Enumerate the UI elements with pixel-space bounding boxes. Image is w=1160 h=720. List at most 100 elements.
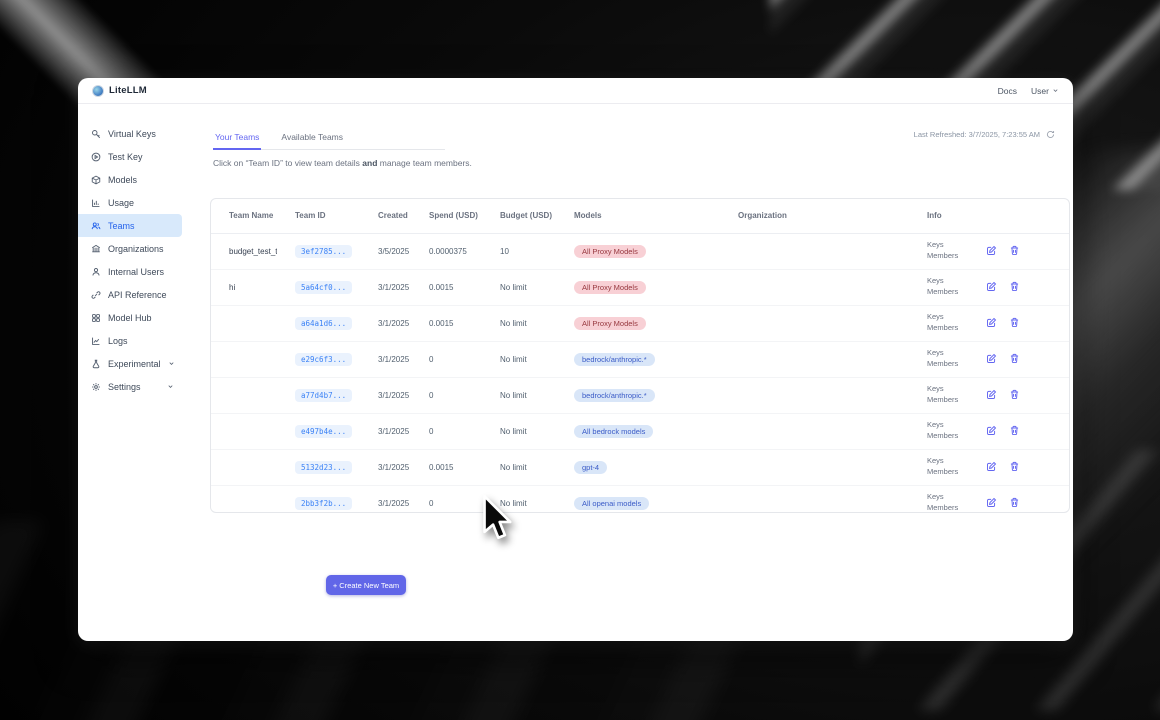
tab-your-teams[interactable]: Your Teams: [213, 130, 262, 150]
create-new-team-button[interactable]: + Create New Team: [326, 575, 406, 595]
keys-link[interactable]: Keys: [927, 240, 944, 250]
team-name-cell: budget_test_team: [229, 246, 277, 256]
models-cell: bedrock/anthropic.*: [556, 377, 720, 413]
delete-team-button[interactable]: [1009, 245, 1020, 256]
key-icon: [92, 129, 101, 138]
sidebar-item-teams[interactable]: Teams: [78, 214, 182, 237]
organization-cell: [720, 449, 909, 485]
spend-cell: 0: [429, 498, 434, 508]
last-refreshed-label: Last Refreshed: 3/7/2025, 7:23:55 AM: [913, 130, 1040, 139]
table-row: a77d4b7... 3/1/2025 0 No limit bedrock/a…: [211, 377, 1069, 413]
chevron-down-icon: [168, 385, 173, 388]
team-id-link[interactable]: a64a1d6...: [295, 316, 353, 330]
keys-link[interactable]: Keys: [927, 492, 944, 502]
sidebar-item-organizations[interactable]: Organizations: [78, 237, 182, 260]
sidebar-item-virtual-keys[interactable]: Virtual Keys: [78, 122, 182, 145]
user-menu[interactable]: User: [1031, 86, 1059, 96]
keys-link[interactable]: Keys: [927, 276, 944, 286]
sidebar-item-logs[interactable]: Logs: [78, 329, 182, 352]
info-cell: Keys Members: [909, 341, 968, 377]
delete-team-button[interactable]: [1009, 353, 1020, 364]
trash-icon: [1011, 245, 1019, 255]
model-badge: All Proxy Models: [574, 280, 646, 294]
sidebar-item-api-reference[interactable]: API Reference: [78, 283, 182, 306]
sidebar-item-experimental[interactable]: Experimental: [78, 352, 182, 375]
team-name-cell: [211, 341, 277, 377]
delete-team-button[interactable]: [1009, 281, 1020, 292]
team-name-cell: [211, 413, 277, 449]
sidebar-item-settings[interactable]: Settings: [78, 375, 182, 398]
edit-team-button[interactable]: [986, 245, 997, 256]
sidebar-item-label: Experimental: [108, 358, 161, 369]
edit-team-button[interactable]: [986, 281, 997, 292]
edit-team-button[interactable]: [986, 317, 997, 328]
spend-cell: 0: [429, 390, 434, 400]
edit-team-button[interactable]: [986, 389, 997, 400]
sidebar-item-label: Models: [108, 174, 138, 185]
table-row: 2bb3f2b... 3/1/2025 0 No limit All opena…: [211, 485, 1069, 512]
keys-link[interactable]: Keys: [927, 384, 944, 394]
members-link[interactable]: Members: [927, 431, 959, 440]
team-id-link[interactable]: 5132d23...: [295, 460, 353, 474]
info-cell: Keys Members: [909, 485, 968, 512]
keys-link[interactable]: Keys: [927, 420, 944, 430]
docs-link[interactable]: Docs: [997, 85, 1018, 96]
delete-team-button[interactable]: [1009, 425, 1020, 436]
teams-page: Your Teams Available Teams Last Refreshe…: [195, 104, 1073, 641]
keys-link[interactable]: Keys: [927, 312, 944, 322]
keys-link[interactable]: Keys: [927, 348, 944, 358]
edit-team-button[interactable]: [986, 497, 997, 508]
budget-cell: No limit: [500, 354, 527, 364]
edit-team-button[interactable]: [986, 425, 997, 436]
organization-cell: [720, 377, 909, 413]
team-id-link[interactable]: e29c6f3...: [295, 352, 353, 366]
spend-cell: 0.0015: [429, 282, 454, 292]
team-id-link[interactable]: 3ef2785...: [295, 244, 353, 258]
sidebar-item-label: Organizations: [108, 243, 164, 254]
info-cell: Keys Members: [909, 449, 968, 485]
members-link[interactable]: Members: [927, 359, 959, 368]
created-cell: 3/1/2025: [378, 282, 410, 292]
edit-team-button[interactable]: [986, 461, 997, 472]
sidebar-item-label: Teams: [108, 220, 135, 231]
sidebar-item-test-key[interactable]: Test Key: [78, 145, 182, 168]
organization-cell: [720, 413, 909, 449]
edit-team-button[interactable]: [986, 353, 997, 364]
team-id-link[interactable]: e497b4e...: [295, 424, 353, 438]
sidebar-item-label: Virtual Keys: [108, 128, 156, 139]
refresh-button[interactable]: [1046, 130, 1055, 139]
members-link[interactable]: Members: [927, 323, 959, 332]
teams-table: Team Name Team ID Created Spend (USD) Bu…: [211, 199, 1069, 512]
sidebar-item-internal-users[interactable]: Internal Users: [78, 260, 182, 283]
header-info: Info: [927, 211, 942, 221]
members-link[interactable]: Members: [927, 395, 959, 404]
team-id-link[interactable]: 5a64cf0...: [295, 280, 353, 294]
keys-link[interactable]: Keys: [927, 456, 944, 466]
delete-team-button[interactable]: [1009, 317, 1020, 328]
brand[interactable]: LiteLLM: [92, 84, 147, 97]
delete-team-button[interactable]: [1009, 497, 1020, 508]
building-icon: [91, 244, 101, 252]
members-link[interactable]: Members: [927, 503, 959, 512]
actions-cell: [968, 377, 1069, 413]
sidebar-item-label: Usage: [108, 197, 135, 208]
members-link[interactable]: Members: [927, 251, 959, 260]
tab-available-teams[interactable]: Available Teams: [281, 132, 344, 142]
organization-cell: [720, 269, 909, 305]
edit-icon: [987, 389, 997, 399]
sidebar-item-models[interactable]: Models: [78, 168, 182, 191]
team-id-link[interactable]: a77d4b7...: [295, 388, 353, 402]
team-id-link[interactable]: 2bb3f2b...: [295, 496, 353, 510]
members-link[interactable]: Members: [927, 287, 959, 296]
delete-team-button[interactable]: [1009, 389, 1020, 400]
team-id-cell: 5132d23...: [277, 449, 360, 485]
members-link[interactable]: Members: [927, 467, 959, 476]
sidebar-item-usage[interactable]: Usage: [78, 191, 182, 214]
chevron-down-icon: [168, 362, 174, 365]
sidebar-item-model-hub[interactable]: Model Hub: [78, 306, 182, 329]
created-cell: 3/1/2025: [378, 318, 410, 328]
sidebar: Virtual Keys Test Key Models Usage Teams: [78, 104, 195, 641]
header-budget: Budget (USD): [500, 211, 552, 221]
budget-cell: No limit: [500, 390, 527, 400]
delete-team-button[interactable]: [1009, 461, 1020, 472]
